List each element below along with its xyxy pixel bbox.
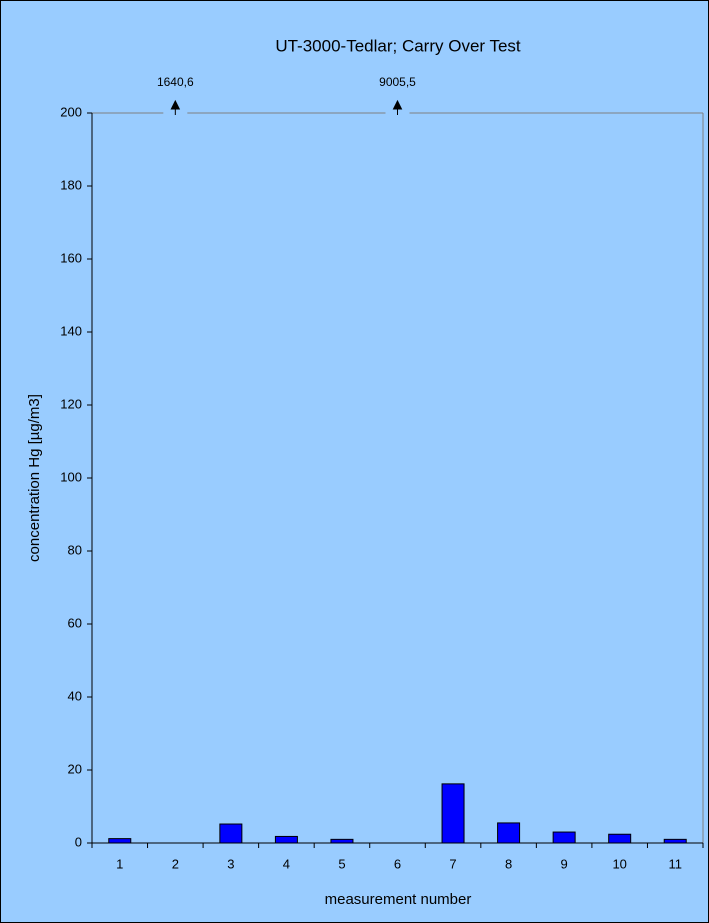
y-tick-label: 100	[60, 469, 82, 484]
bar	[330, 838, 354, 844]
x-tick-label: 2	[172, 856, 179, 871]
off-scale-arrow	[170, 99, 181, 115]
y-tick-label: 80	[68, 542, 82, 557]
x-tick-label: 11	[668, 856, 682, 871]
x-tick-label: 9	[561, 856, 568, 871]
bar	[108, 838, 132, 844]
chart-title: UT-3000-Tedlar; Carry Over Test	[275, 36, 521, 55]
x-tick-label: 5	[338, 856, 345, 871]
y-tick-label: 20	[68, 761, 82, 776]
value-label: 9005,5	[379, 75, 416, 89]
y-tick-label: 200	[60, 104, 82, 119]
y-tick-label: 120	[60, 396, 82, 411]
y-tick-label: 40	[68, 688, 82, 703]
y-tick-label: 180	[60, 177, 82, 192]
x-tick-label: 7	[449, 856, 456, 871]
value-label: 1640,6	[157, 75, 194, 89]
x-tick-label: 4	[283, 856, 290, 871]
y-tick-label: 160	[60, 250, 82, 265]
bar	[274, 835, 298, 844]
bar	[663, 838, 687, 844]
x-tick-label: 8	[505, 856, 512, 871]
x-tick-label: 1	[116, 856, 123, 871]
y-tick-label: 140	[60, 323, 82, 338]
bar	[441, 783, 465, 844]
x-tick-label: 3	[227, 856, 234, 871]
bar	[497, 822, 521, 844]
x-tick-label: 6	[394, 856, 401, 871]
y-tick-label: 60	[68, 615, 82, 630]
y-tick-label: 0	[75, 834, 82, 849]
bar	[219, 823, 243, 844]
x-axis-label: measurement number	[325, 891, 472, 908]
bar	[608, 833, 632, 844]
x-tick-label: 10	[612, 856, 626, 871]
y-axis-label: concentration Hg [µg/m3]	[26, 394, 43, 562]
off-scale-arrow	[392, 99, 403, 115]
bar	[552, 831, 576, 844]
